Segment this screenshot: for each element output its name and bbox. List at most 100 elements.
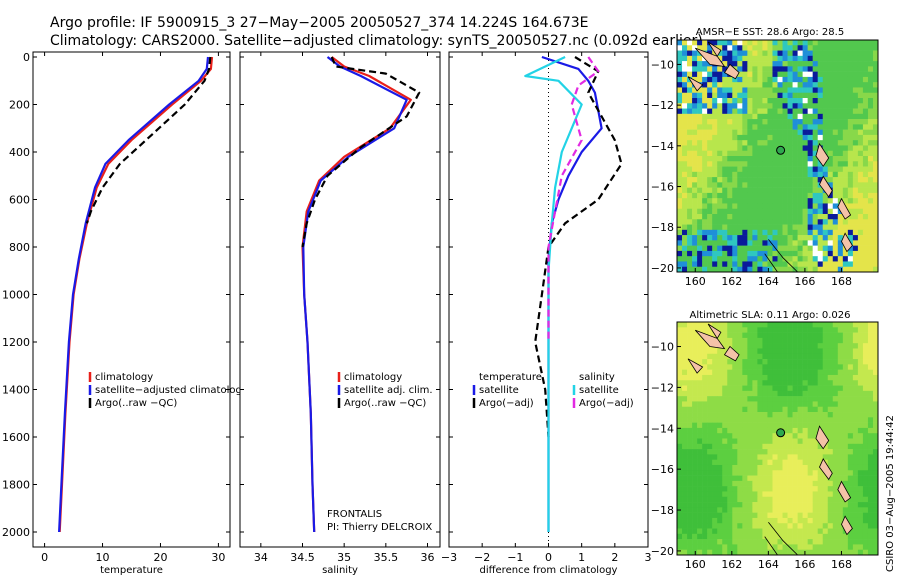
x-axis-label: salinity	[322, 565, 358, 576]
sla-field	[677, 322, 879, 556]
map-frame	[676, 39, 879, 273]
y-tick-label: −20	[651, 262, 674, 275]
y-tick-label: 600	[9, 194, 30, 207]
y-tick-label: 1400	[2, 384, 30, 397]
legend-entry: satellite−adjusted climatology	[95, 385, 248, 396]
x-tick-label: 34	[254, 551, 268, 564]
y-tick-label: −14	[651, 422, 674, 435]
x-tick-label: 0	[41, 551, 48, 564]
y-tick-label: 1600	[2, 431, 30, 444]
plot-frame	[239, 51, 441, 548]
x-tick-label: 166	[794, 275, 815, 288]
y-tick-label: −16	[651, 463, 674, 476]
plot-frame	[32, 51, 231, 548]
series-line-salinity-satellite	[524, 56, 583, 532]
legend-entry: Argo(−adj)	[579, 398, 634, 409]
island-shape	[841, 232, 853, 253]
y-tick-label: −18	[651, 221, 674, 234]
y-tick-label: −10	[651, 341, 674, 354]
difference-panel: −3 −2 −1 0 1 2 3 difference from climatology tem…	[441, 51, 652, 576]
x-tick-label: 162	[721, 558, 742, 571]
x-tick-label: 160	[685, 558, 706, 571]
y-tick-label: 400	[9, 146, 30, 159]
y-tick-label: −16	[651, 181, 674, 194]
legend-entry: climatology	[95, 372, 153, 383]
y-tick-label: 2000	[2, 526, 30, 539]
legend-entry: Argo(−adj)	[479, 398, 534, 409]
y-tick-label: −10	[651, 58, 674, 71]
x-tick-label: 1	[578, 551, 585, 564]
legend-entry: temperature	[479, 372, 542, 383]
x-tick-label: 36	[421, 551, 435, 564]
x-tick-label: 20	[153, 551, 167, 564]
x-tick-label: 160	[685, 275, 706, 288]
x-tick-label: −3	[441, 551, 457, 564]
temperature-panel: 0 10 20 30 temperature 0 200 400 600 800 1000 1200 1…	[2, 51, 248, 576]
legend-entry: satellite	[579, 385, 619, 396]
x-tick-label: 34.5	[290, 551, 315, 564]
sst-field	[677, 40, 879, 273]
y-tick-label: −12	[651, 99, 674, 112]
y-tick-label: 1800	[2, 479, 30, 492]
x-tick-label: 162	[721, 275, 742, 288]
y-tick-label: −14	[651, 140, 674, 153]
sla-map-title: Altimetric SLA: 0.11 Argo: 0.026	[690, 310, 851, 321]
y-tick-label: 800	[9, 241, 30, 254]
salinity-panel: 34 34.5 35 35.5 36 salinity climatology satelli…	[239, 51, 441, 576]
argo-position-marker	[776, 145, 786, 155]
y-tick-label: 0	[23, 51, 30, 64]
y-tick-label: −18	[651, 504, 674, 517]
legend-entry: Argo(..raw −QC)	[344, 398, 426, 409]
annotation-pi: PI: Thierry DELCROIX	[327, 522, 432, 533]
x-tick-label: 35	[337, 551, 351, 564]
y-tick-label: 200	[9, 99, 30, 112]
x-tick-label: −1	[507, 551, 523, 564]
island-shape	[837, 197, 852, 220]
x-axis-label: temperature	[100, 565, 163, 576]
map-frame	[676, 321, 879, 556]
island-shape	[723, 63, 740, 80]
y-tick-label: −12	[651, 381, 674, 394]
island-shape	[687, 358, 704, 374]
annotation-frontalis: FRONTALIS	[327, 509, 382, 520]
island-shape	[695, 47, 726, 68]
island-shape	[707, 41, 722, 58]
argo-position-marker	[776, 428, 786, 438]
legend-entry: climatology	[344, 372, 402, 383]
x-tick-label: 164	[758, 275, 779, 288]
island-shape	[841, 515, 853, 536]
sst-map-panel: AMSR−E SST: 28.6 Argo: 28.5 160 162 164 166…	[651, 27, 879, 288]
series-line-satellite-adjusted-climatology	[58, 56, 210, 533]
sst-map-title: AMSR−E SST: 28.6 Argo: 28.5	[696, 27, 844, 38]
x-tick-label: 168	[831, 558, 852, 571]
x-tick-label: 35.5	[374, 551, 399, 564]
y-tick-label: 1000	[2, 289, 30, 302]
x-tick-label: 10	[96, 551, 110, 564]
y-tick-label: −20	[651, 545, 674, 558]
island-shape	[695, 329, 726, 350]
figure-title-line1: Argo profile: IF 5900915_3 27−May−2005 2…	[50, 15, 589, 31]
series-line-temperature-argo-adj-	[534, 56, 623, 438]
x-tick-label: −2	[474, 551, 490, 564]
x-tick-label: 3	[645, 551, 652, 564]
island-shape	[837, 480, 852, 503]
series-line-argo-raw-qc-	[301, 56, 421, 248]
legend-entry: salinity	[579, 372, 615, 383]
timestamp-stamp: CSIRO 03−Aug−2005 19:44:42	[885, 415, 896, 572]
x-tick-label: 166	[794, 558, 815, 571]
series-line-salinity-argo-adj-	[547, 56, 600, 342]
x-tick-label: 2	[611, 551, 618, 564]
island-shape	[819, 175, 833, 198]
island-shape	[723, 345, 740, 362]
island-shape	[707, 323, 722, 340]
island-shape	[687, 76, 704, 92]
legend-entry: satellite adj. clim.	[344, 385, 433, 396]
x-tick-label: 164	[758, 558, 779, 571]
series-line-satellite-adj-clim-	[302, 56, 408, 533]
legend-entry: Argo(..raw −QC)	[95, 398, 177, 409]
island-shape	[815, 425, 830, 450]
x-tick-label: 168	[831, 275, 852, 288]
figure-title-line2: Climatology: CARS2000. Satellite−adjuste…	[50, 33, 703, 49]
island-shape	[819, 458, 833, 481]
